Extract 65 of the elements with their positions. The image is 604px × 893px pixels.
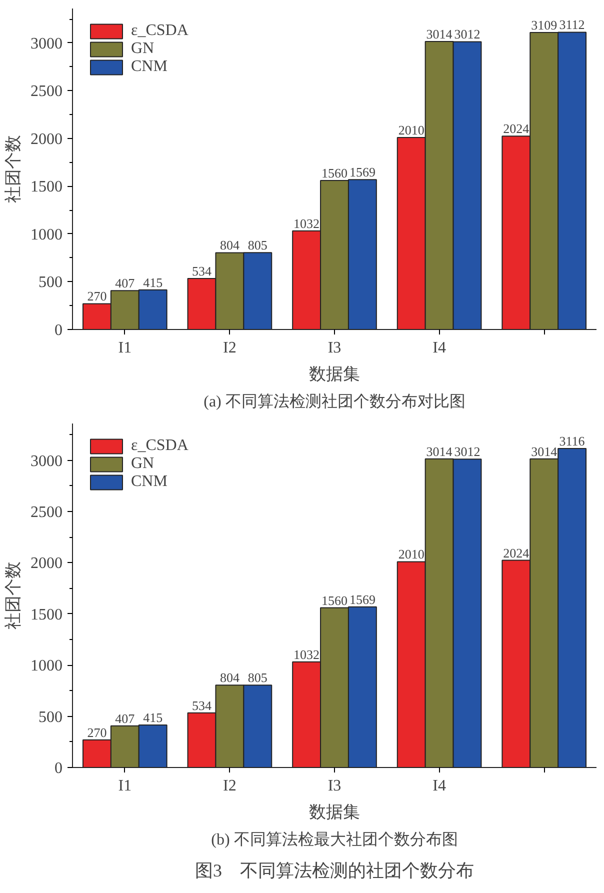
x-tick-label: I3 <box>328 778 342 794</box>
y-tick-label: 1500 <box>30 178 62 196</box>
x-tick-label: I2 <box>223 778 236 794</box>
text: (b) 不同算法检最大社团个数分布图 <box>211 830 458 848</box>
data-label: 534 <box>192 698 212 713</box>
y-axis-title: 社团个数 <box>4 135 22 203</box>
x-tick-label: I2 <box>223 340 236 356</box>
legend-label: CNM <box>131 58 168 76</box>
legend-label: CNM <box>131 473 168 491</box>
legend-label: GN <box>131 40 154 58</box>
y-tick-label: 2000 <box>30 555 62 572</box>
data-label: 2010 <box>398 122 424 138</box>
x-tick-label: I4 <box>432 778 446 794</box>
data-label: 270 <box>87 288 107 304</box>
y-tick-label: 3000 <box>30 35 62 52</box>
data-label: 3109 <box>531 17 558 32</box>
data-label: 3014 <box>531 444 558 459</box>
x-tick-label: I4 <box>432 340 446 356</box>
y-tick-label: 3000 <box>30 452 62 470</box>
data-label: 1032 <box>294 216 320 231</box>
data-label: 407 <box>115 276 136 291</box>
y-tick-label: 2500 <box>30 83 62 100</box>
data-label: 407 <box>115 710 136 726</box>
data-label: 415 <box>143 274 163 290</box>
data-label: 3012 <box>454 26 480 42</box>
data-label: 1560 <box>322 592 348 608</box>
data-label: 2010 <box>398 546 424 562</box>
data-label: 415 <box>143 710 163 726</box>
y-tick-label: 0 <box>54 760 62 777</box>
data-label: 2024 <box>503 545 530 560</box>
y-tick-label: 1000 <box>30 226 62 244</box>
x-tick-label: I3 <box>328 340 342 356</box>
legend-label: ε_CSDA <box>131 22 188 40</box>
data-label: 805 <box>248 238 268 253</box>
data-label: 1569 <box>349 592 376 607</box>
legend-label: GN <box>131 455 154 473</box>
y-tick-label: 500 <box>38 274 62 292</box>
legend-label: ε_CSDA <box>131 437 188 455</box>
data-label: 805 <box>248 670 268 686</box>
data-label: 3014 <box>426 26 453 42</box>
caption: 图3 不同算法检测的社团个数分布 <box>195 860 474 880</box>
data-label: 2024 <box>503 121 530 136</box>
data-label: 804 <box>220 238 240 253</box>
data-label: 3012 <box>454 444 480 460</box>
x-tick-label: I1 <box>118 778 132 794</box>
y-tick-label: 0 <box>54 322 62 339</box>
x-tick-label: I1 <box>118 340 132 356</box>
y-tick-label: 500 <box>38 708 62 726</box>
text: (a) 不同算法检测社团个数分布对比图 <box>204 392 466 410</box>
x-axis-title: 数据集 <box>309 364 360 384</box>
data-label: 1560 <box>322 165 348 180</box>
y-tick-label: 1000 <box>30 658 62 675</box>
y-tick-label: 2000 <box>30 130 62 148</box>
x-axis-title: 数据集 <box>309 802 360 822</box>
y-axis-title: 社团个数 <box>4 562 22 630</box>
data-label: 3112 <box>559 17 585 32</box>
data-label: 804 <box>220 670 240 686</box>
y-tick-label: 2500 <box>30 504 62 522</box>
data-label: 3116 <box>559 433 586 448</box>
data-label: 270 <box>87 724 107 740</box>
data-label: 3014 <box>426 444 453 459</box>
y-tick-label: 1500 <box>30 606 62 624</box>
data-label: 534 <box>192 263 212 278</box>
data-label: 1032 <box>294 646 320 662</box>
data-label: 1569 <box>349 164 376 180</box>
